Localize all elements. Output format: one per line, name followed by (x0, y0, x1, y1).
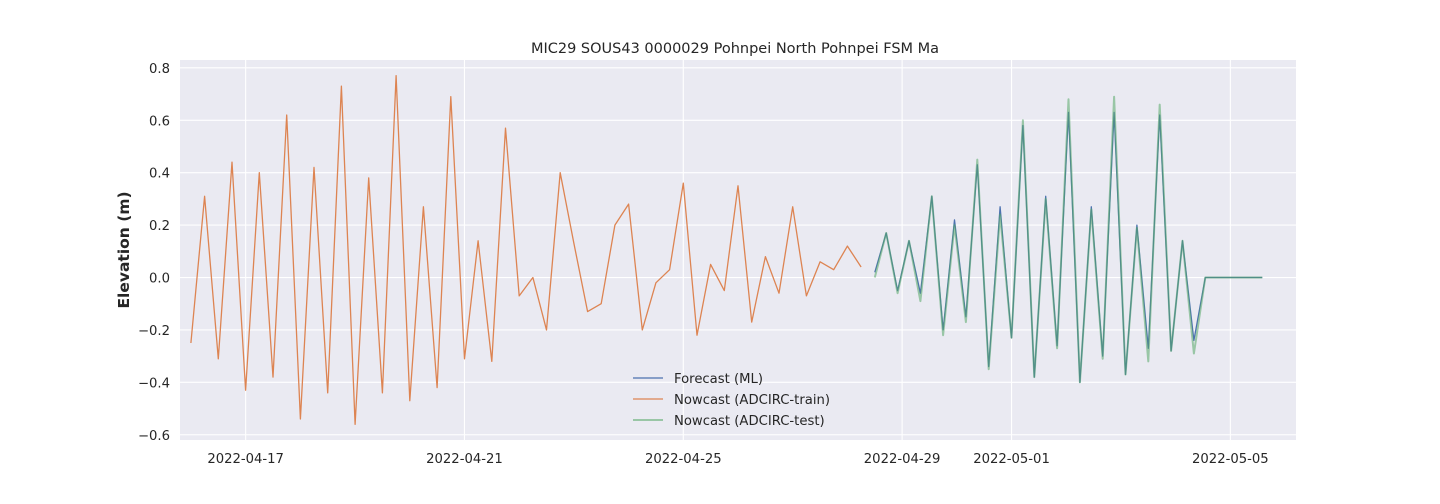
series-line-1 (190, 75, 862, 425)
legend-label: Forecast (ML) (674, 372, 763, 387)
plot-area (180, 60, 1296, 440)
series-line-2 (873, 95, 1263, 384)
y-tick-label: −0.6 (138, 429, 170, 444)
y-tick-label: −0.4 (138, 376, 170, 391)
legend: Forecast (ML) Nowcast (ADCIRC-train) Nowca… (633, 372, 830, 429)
legend-label: Nowcast (ADCIRC-train) (674, 393, 830, 408)
y-tick-label: −0.2 (138, 324, 170, 339)
x-tick-label: 2022-04-25 (645, 452, 722, 467)
y-axis-label: Elevation (m) (115, 191, 133, 308)
chart-title: MIC29 SOUS43 0000029 Pohnpei North Pohnp… (531, 41, 939, 57)
y-tick-label: 0.8 (149, 62, 170, 77)
y-tick-label: 0.0 (149, 272, 170, 287)
y-tick-label: 0.6 (149, 114, 170, 129)
y-tick-label: 0.2 (149, 219, 170, 234)
x-tick-label: 2022-05-05 (1192, 452, 1269, 467)
x-tick-label: 2022-04-29 (864, 452, 941, 467)
legend-label: Nowcast (ADCIRC-test) (674, 414, 825, 429)
tick-labels: 2022-04-17 2022-04-21 2022-04-25 2022-04-29… (138, 62, 1269, 467)
series-layer (190, 75, 1263, 425)
grid (180, 60, 1296, 440)
y-tick-label: 0.4 (149, 167, 170, 182)
x-tick-label: 2022-05-01 (973, 452, 1050, 467)
x-tick-label: 2022-04-17 (207, 452, 284, 467)
x-tick-label: 2022-04-21 (426, 452, 503, 467)
